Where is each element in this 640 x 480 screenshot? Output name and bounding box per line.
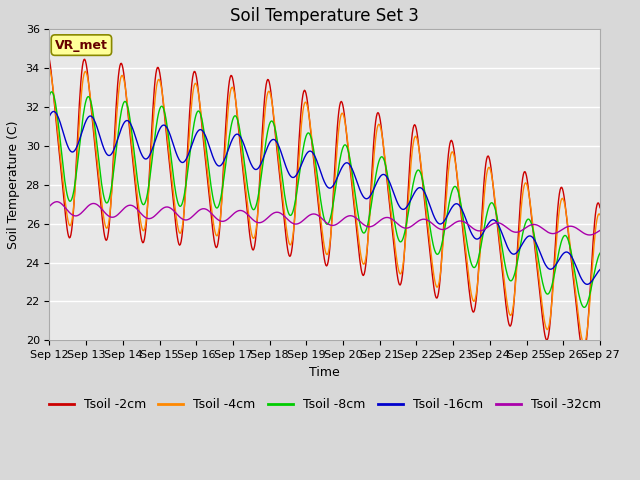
Legend: Tsoil -2cm, Tsoil -4cm, Tsoil -8cm, Tsoil -16cm, Tsoil -32cm: Tsoil -2cm, Tsoil -4cm, Tsoil -8cm, Tsoi… xyxy=(44,393,606,416)
Title: Soil Temperature Set 3: Soil Temperature Set 3 xyxy=(230,7,419,25)
X-axis label: Time: Time xyxy=(309,366,340,379)
Y-axis label: Soil Temperature (C): Soil Temperature (C) xyxy=(7,120,20,249)
Text: VR_met: VR_met xyxy=(55,38,108,52)
